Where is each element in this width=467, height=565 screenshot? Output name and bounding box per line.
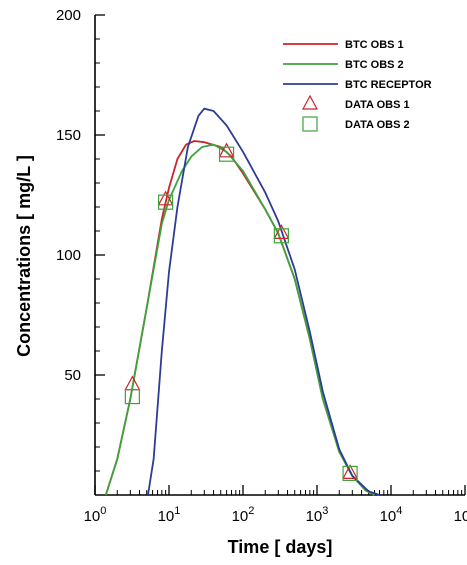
- data-point-square: [218, 146, 235, 162]
- x-tick-label: 100: [84, 505, 107, 525]
- x-tick-base: 10: [454, 508, 467, 525]
- data-point-square: [342, 465, 358, 481]
- series-line-btc-obs-2: [104, 143, 375, 496]
- x-tick-label: 104: [380, 505, 403, 525]
- legend: BTC OBS 1 BTC OBS 2 BTC RECEPTOR DATA OBS 1…: [283, 39, 432, 132]
- y-tick-label: 100: [56, 247, 81, 264]
- x-tick-base: 10: [380, 508, 397, 525]
- data-point-square: [124, 389, 140, 405]
- marker-layer: [124, 142, 359, 481]
- axes: 50100150200100101102103104105: [56, 7, 467, 525]
- x-tick-label: 105: [454, 505, 467, 525]
- y-tick-label: 200: [56, 7, 81, 24]
- x-tick-label: 101: [158, 505, 181, 525]
- x-tick-exponent: 4: [396, 505, 402, 517]
- x-axis-title: Time [ days]: [228, 537, 333, 557]
- x-tick-base: 10: [306, 508, 323, 525]
- series-layer: [104, 107, 380, 496]
- data-point-square: [158, 194, 174, 210]
- legend-swatch-triangle: [301, 94, 319, 110]
- y-tick-label: 50: [64, 367, 81, 384]
- x-tick-label: 103: [306, 505, 329, 525]
- x-tick-base: 10: [158, 508, 175, 525]
- legend-swatch-square: [302, 116, 318, 132]
- x-tick-base: 10: [232, 508, 249, 525]
- x-tick-label: 102: [232, 505, 255, 525]
- y-axis-title: Concentrations [ mg/L ]: [14, 155, 34, 357]
- data-point-triangle: [342, 464, 359, 479]
- data-point-square: [273, 228, 289, 244]
- x-tick-base: 10: [84, 508, 101, 525]
- series-line-btc-receptor: [147, 107, 380, 496]
- y-tick-label: 150: [56, 127, 81, 144]
- x-tick-exponent: 0: [100, 505, 106, 517]
- legend-label: BTC OBS 2: [345, 59, 404, 71]
- series-line-btc-obs-1: [104, 140, 375, 496]
- x-tick-exponent: 1: [174, 505, 180, 517]
- data-point-triangle: [218, 142, 235, 158]
- x-tick-exponent: 3: [322, 505, 328, 517]
- legend-label: DATA OBS 2: [345, 119, 410, 131]
- x-tick-exponent: 2: [248, 505, 254, 517]
- legend-label: BTC RECEPTOR: [345, 79, 432, 91]
- data-point-triangle: [157, 190, 174, 206]
- legend-label: BTC OBS 1: [345, 39, 404, 51]
- data-point-triangle: [273, 224, 290, 239]
- legend-label: DATA OBS 1: [345, 99, 410, 111]
